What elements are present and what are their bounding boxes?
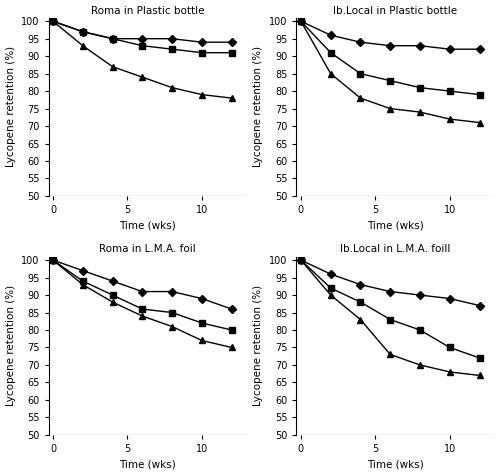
- Title: Ib.Local in Plastic bottle: Ib.Local in Plastic bottle: [334, 6, 458, 16]
- Title: Roma in L.M.A. foil: Roma in L.M.A. foil: [99, 245, 196, 255]
- X-axis label: Time (wks): Time (wks): [367, 459, 424, 469]
- Y-axis label: Lycopene retention (%): Lycopene retention (%): [6, 285, 16, 406]
- Y-axis label: Lycopene retention (%): Lycopene retention (%): [6, 46, 16, 167]
- X-axis label: Time (wks): Time (wks): [119, 459, 176, 469]
- X-axis label: Time (wks): Time (wks): [367, 220, 424, 230]
- Title: Ib.Local in L.M.A. foill: Ib.Local in L.M.A. foill: [340, 245, 450, 255]
- Y-axis label: Lycopene retention (%): Lycopene retention (%): [254, 46, 264, 167]
- X-axis label: Time (wks): Time (wks): [119, 220, 176, 230]
- Title: Roma in Plastic bottle: Roma in Plastic bottle: [91, 6, 204, 16]
- Y-axis label: Lycopene retention (%): Lycopene retention (%): [254, 285, 264, 406]
